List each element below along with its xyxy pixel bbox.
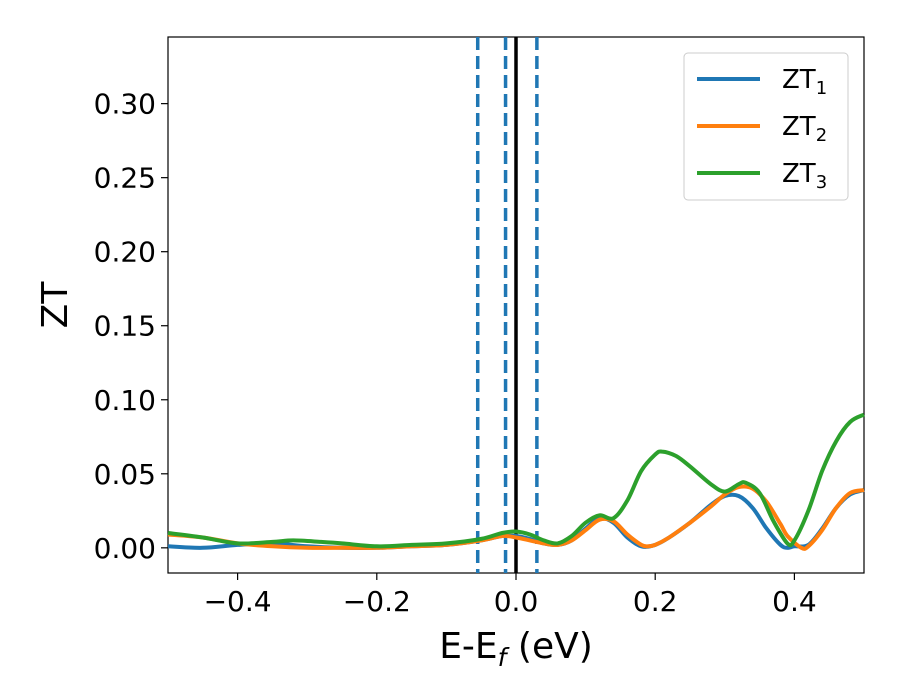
x-axis-label: E-Ef (eV) (439, 626, 593, 672)
x-tick-label: −0.4 (204, 585, 272, 618)
y-tick-label: 0.15 (94, 310, 156, 343)
y-tick-label: 0.10 (94, 384, 156, 417)
series-group (167, 412, 865, 551)
x-tick-label: 0.4 (772, 585, 817, 618)
y-tick-label: 0.00 (94, 532, 156, 565)
y-tick-label: 0.20 (94, 236, 156, 269)
legend-label-zt1: ZT1 (782, 65, 827, 99)
x-axis-ticks: −0.4 −0.2 0.0 0.2 0.4 (204, 573, 817, 618)
legend-items: ZT1 ZT2 ZT3 (697, 65, 827, 193)
legend-label-zt2: ZT2 (782, 112, 827, 146)
y-tick-label: 0.25 (94, 162, 156, 195)
x-tick-label: 0.0 (494, 585, 539, 618)
x-tick-label: 0.2 (633, 585, 678, 618)
x-axis-label-main: E-E (439, 626, 497, 667)
x-axis-label-unit: (eV) (506, 626, 592, 667)
y-tick-label: 0.05 (94, 458, 156, 491)
y-axis-label: ZT (35, 281, 76, 329)
legend-label-zt3: ZT3 (782, 159, 827, 193)
x-tick-label: −0.2 (343, 585, 411, 618)
y-axis-ticks: 0.00 0.05 0.10 0.15 0.20 0.25 0.30 (94, 88, 168, 565)
series-line-zt3 (167, 412, 865, 549)
reference-lines (475, 37, 539, 573)
legend-frame (683, 52, 849, 201)
legend: ZT1 ZT2 ZT3 (683, 52, 849, 201)
y-tick-label: 0.30 (94, 88, 156, 121)
